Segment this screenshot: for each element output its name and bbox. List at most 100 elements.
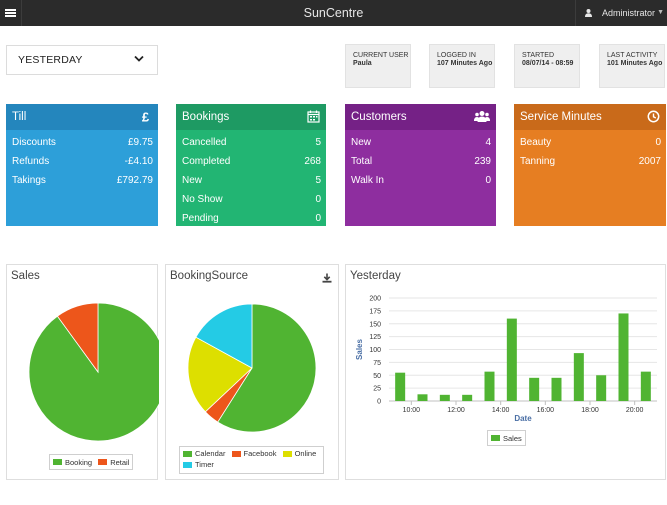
pie-slice-timer[interactable] (195, 303, 253, 369)
row-value: 0 (315, 213, 321, 224)
panel-title: Customers (351, 111, 407, 123)
y-tick-label: 75 (373, 360, 381, 367)
x-tick-label: 10:00 (403, 407, 421, 414)
y-tick-label: 175 (369, 308, 381, 315)
user-menu[interactable]: Administrator ▼ (575, 0, 667, 26)
till-panel: Till £ Discounts £9.75 Refunds -£4.10 Taki… (6, 104, 158, 226)
download-icon[interactable] (322, 273, 332, 283)
info-label: STARTED (522, 52, 555, 59)
pound-icon: £ (142, 110, 150, 123)
top-bar: SunCentre Administrator ▼ (0, 0, 667, 26)
x-tick-label: 20:00 (626, 407, 644, 414)
legend-item-timer[interactable]: Timer (183, 460, 214, 470)
row-label: Completed (182, 156, 231, 167)
pie-slice-online[interactable] (187, 336, 253, 413)
chevron-down-icon: ▼ (657, 9, 664, 16)
bar[interactable] (596, 375, 607, 401)
bar[interactable] (573, 353, 584, 401)
panel-title: Service Minutes (520, 111, 602, 123)
till-row-takings: Takings £792.79 (6, 171, 158, 190)
calendar-icon (307, 110, 320, 123)
till-row-discounts: Discounts £9.75 (6, 133, 158, 152)
bookings-row-no-show: No Show 0 (176, 190, 326, 209)
x-axis-label: Date (514, 414, 532, 423)
row-value: 0 (655, 137, 661, 148)
legend-label: Facebook (243, 449, 277, 458)
date-filter-select[interactable]: YESTERDAY (6, 45, 158, 75)
yesterday-chart-card: Yesterday 0 25 50 75 100 125 150 175 200 10:00 12:… (345, 264, 666, 480)
till-row-refunds: Refunds -£4.10 (6, 152, 158, 171)
pie-slice-booking[interactable] (28, 302, 159, 442)
app-title: SunCentre (303, 6, 364, 20)
bar[interactable] (395, 372, 406, 401)
bookings-panel: Bookings Cancelled 5 Completed 268 New 5 No… (176, 104, 326, 226)
y-tick-label: 100 (369, 347, 381, 354)
pie-slice-retail[interactable] (56, 302, 99, 374)
booking-source-chart-card: BookingSource Calendar Facebook Online T… (165, 264, 339, 480)
bookings-row-pending: Pending 0 (176, 209, 326, 228)
legend-label: Calendar (195, 449, 226, 458)
date-filter-value: YESTERDAY (18, 54, 83, 66)
info-value: Paula (353, 60, 372, 67)
row-label: Walk In (351, 175, 384, 186)
row-label: Takings (12, 175, 46, 186)
sales-pie-chart (28, 302, 159, 442)
row-label: New (351, 137, 372, 148)
chart-title: Yesterday (350, 270, 401, 282)
legend-label: Timer (195, 460, 214, 469)
clock-icon (647, 110, 660, 123)
bookings-row-new: New 5 (176, 171, 326, 190)
chart-title: BookingSource (170, 270, 248, 282)
row-value: 4 (485, 137, 491, 148)
legend-label: Retail (110, 457, 130, 467)
legend-item-sales[interactable]: Sales (491, 433, 522, 443)
row-value: 239 (474, 156, 491, 167)
bookings-row-cancelled: Cancelled 5 (176, 133, 326, 152)
legend-item-booking[interactable]: Booking (53, 457, 92, 467)
yesterday-legend: Sales (487, 430, 526, 446)
row-value: -£4.10 (124, 156, 153, 167)
bar[interactable] (439, 394, 450, 401)
legend-item-facebook[interactable]: Facebook (231, 449, 277, 459)
legend-item-calendar[interactable]: Calendar (183, 449, 225, 459)
bar[interactable] (506, 318, 517, 401)
booking-source-legend: Calendar Facebook Online Timer (179, 446, 324, 474)
x-tick-label: 16:00 (537, 407, 555, 414)
bar[interactable] (484, 371, 495, 401)
bar[interactable] (618, 313, 629, 401)
legend-item-online[interactable]: Online (282, 449, 316, 459)
info-started: STARTED 08/07/14 - 08:59 (514, 44, 580, 88)
user-icon (585, 9, 592, 17)
customers-row-walk-in: Walk In 0 (345, 171, 496, 190)
row-value: £9.75 (127, 137, 153, 148)
panel-title: Till (12, 111, 27, 123)
legend-label: Booking (65, 457, 93, 467)
row-label: No Show (182, 194, 223, 205)
legend-label: Sales (503, 433, 522, 443)
info-label: LOGGED IN (437, 52, 476, 59)
row-value: 268 (304, 156, 321, 167)
service-row-beauty: Beauty 0 (514, 133, 666, 152)
bar[interactable] (640, 371, 651, 401)
y-tick-label: 150 (369, 321, 381, 328)
row-value: 5 (315, 175, 321, 186)
info-label: CURRENT USER (353, 52, 409, 59)
row-label: Total (351, 156, 373, 167)
hamburger-menu-icon[interactable] (0, 0, 22, 26)
row-label: Cancelled (182, 137, 227, 148)
booking-source-pie-chart (187, 303, 317, 433)
yesterday-bar-chart: 0 25 50 75 100 125 150 175 200 10:00 12:00 14:00 16:… (355, 296, 657, 423)
info-logged-in: LOGGED IN 107 Minutes Ago (429, 44, 495, 88)
bar[interactable] (551, 377, 562, 401)
x-tick-label: 12:00 (447, 407, 465, 414)
till-panel-header: Till £ (6, 104, 158, 130)
service-minutes-panel-header: Service Minutes (514, 104, 666, 130)
bar[interactable] (529, 377, 540, 401)
bar[interactable] (462, 394, 473, 401)
pie-slice-calendar[interactable] (217, 303, 317, 433)
sales-chart-card: Sales Booking Retail (6, 264, 159, 480)
bar[interactable] (417, 394, 428, 401)
panel-title: Bookings (182, 111, 230, 123)
legend-item-retail[interactable]: Retail (98, 457, 129, 467)
bookings-panel-header: Bookings (176, 104, 326, 130)
